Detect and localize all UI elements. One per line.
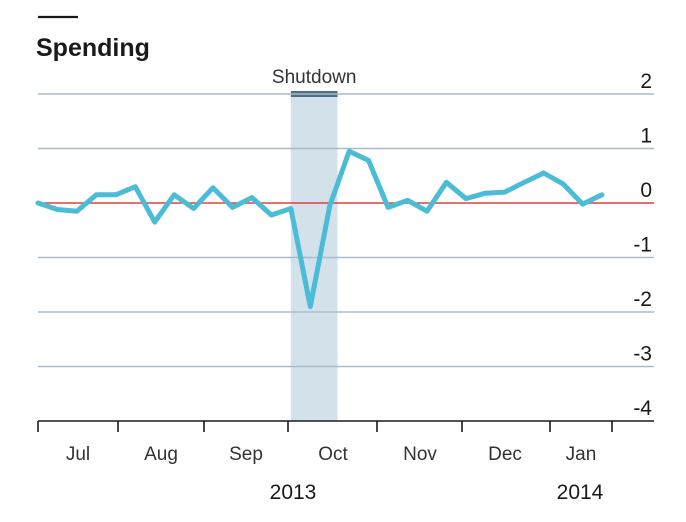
series-layer <box>35 148 605 310</box>
y-tick-label: -2 <box>633 288 652 311</box>
spending-series-line <box>35 148 605 310</box>
y-tick-label: -4 <box>633 397 652 420</box>
month-label: Nov <box>403 444 437 465</box>
month-label: Jul <box>66 444 90 465</box>
month-label: Aug <box>144 444 178 465</box>
x-axis-ticks <box>37 421 613 432</box>
y-tick-label: 0 <box>640 179 652 202</box>
month-label: Dec <box>488 444 522 465</box>
x-axis-month-labels: Jul Aug Sep Oct Nov Dec Jan <box>66 444 596 465</box>
shutdown-label: Shutdown <box>272 67 357 88</box>
month-label: Sep <box>229 444 263 465</box>
y-tick-label: 2 <box>640 70 652 93</box>
chart-title: Spending <box>36 34 150 62</box>
y-tick-label: -1 <box>633 234 652 257</box>
y-tick-label: 1 <box>640 125 652 148</box>
month-label: Oct <box>318 444 348 465</box>
grid-lines <box>38 93 654 368</box>
year-label-2013: 2013 <box>270 481 317 504</box>
year-label-2014: 2014 <box>557 481 604 504</box>
month-label: Jan <box>566 444 597 465</box>
y-tick-label: -3 <box>633 343 652 366</box>
y-axis-labels: 2 1 0 -1 -2 -3 -4 <box>633 70 652 420</box>
shutdown-band: Shutdown <box>272 67 357 421</box>
